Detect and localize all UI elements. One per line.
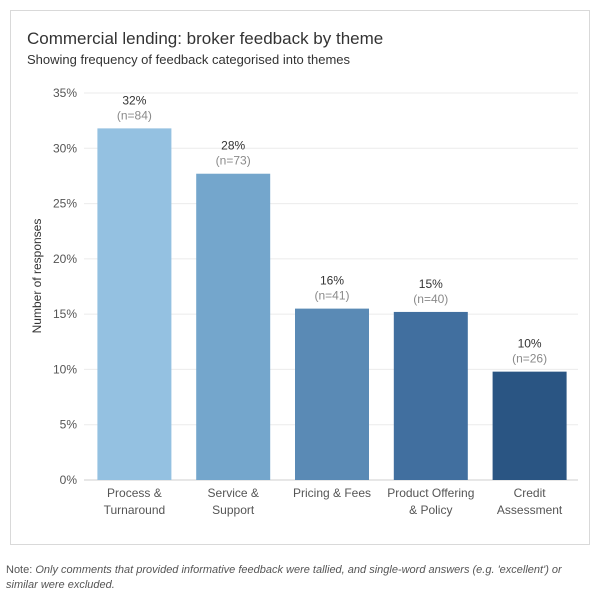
y-tick-label: 25%: [53, 197, 77, 211]
bar: [393, 311, 468, 480]
bar-count-label: (n=41): [314, 289, 349, 303]
y-tick-label: 15%: [53, 307, 77, 321]
y-tick-label: 10%: [53, 362, 77, 376]
bar-chart: 0% 5% 10% 15% 20% 25% 30% 35% 32%(n=84) 28%(n=73…: [30, 86, 578, 517]
y-tick-label: 35%: [53, 86, 77, 100]
bar-value-label: 28%: [221, 139, 245, 153]
y-axis-label: Number of responses: [30, 219, 44, 334]
bar-count-label: (n=84): [117, 108, 152, 122]
footnote-lead: Note:: [6, 564, 33, 576]
footnote: Note: Only comments that provided inform…: [6, 563, 596, 593]
x-tick-label: Product Offering: [387, 486, 474, 500]
bar-count-label: (n=26): [512, 352, 547, 366]
bar-count-label: (n=73): [216, 154, 251, 168]
bar-value-label: 16%: [320, 274, 344, 288]
y-tick-label: 0%: [60, 473, 78, 487]
bar-value-label: 32%: [122, 93, 146, 107]
bar: [196, 173, 271, 480]
bar: [492, 371, 567, 480]
data-labels: 32%(n=84) 28%(n=73) 16%(n=41) 15%(n=40) 10%(…: [117, 93, 547, 365]
x-tick-label: Process &: [107, 486, 162, 500]
x-tick-label: Assessment: [497, 503, 563, 517]
x-tick-label: Credit: [514, 486, 547, 500]
bar-value-label: 15%: [419, 277, 443, 291]
y-tick-label: 5%: [60, 418, 78, 432]
x-tick-label: & Policy: [409, 503, 452, 517]
bars: [97, 128, 567, 480]
chart-title: Commercial lending: broker feedback by t…: [27, 29, 384, 48]
y-axis-ticks: 0% 5% 10% 15% 20% 25% 30% 35%: [53, 86, 77, 487]
x-tick-label: Pricing & Fees: [293, 486, 371, 500]
footnote-text: Only comments that provided informative …: [6, 564, 562, 591]
bar-value-label: 10%: [518, 337, 542, 351]
y-tick-label: 30%: [53, 141, 77, 155]
bar: [295, 308, 369, 480]
bar: [97, 128, 172, 480]
x-tick-label: Support: [212, 503, 255, 517]
chart-subtitle: Showing frequency of feedback categorise…: [27, 52, 351, 67]
y-tick-label: 20%: [53, 252, 77, 266]
x-tick-label: Turnaround: [104, 503, 166, 517]
x-axis-ticks: Process & Turnaround Service & Support Prici…: [104, 486, 563, 517]
bar-count-label: (n=40): [413, 292, 448, 306]
x-tick-label: Service &: [208, 486, 259, 500]
